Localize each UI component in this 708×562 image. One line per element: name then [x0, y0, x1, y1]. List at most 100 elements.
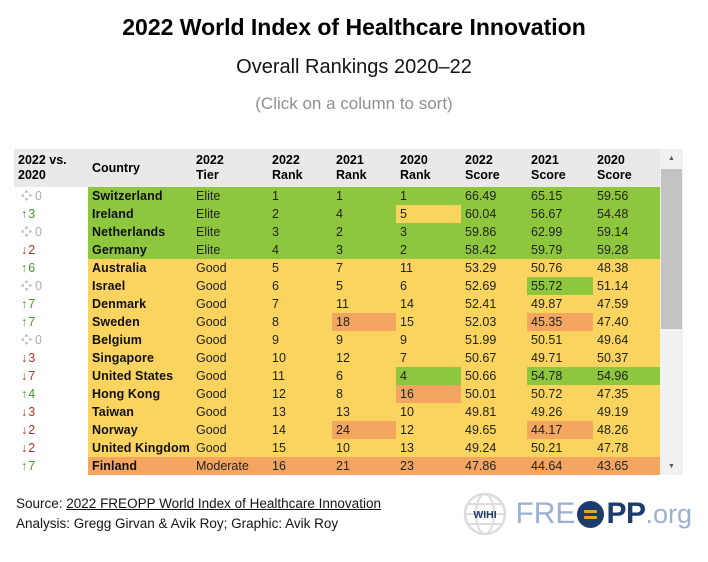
score-2022-cell: 52.41 [461, 295, 527, 313]
score-2021-cell: 44.64 [527, 457, 593, 475]
score-2022-cell: 52.03 [461, 313, 527, 331]
up-arrow-icon: ↑ [21, 261, 28, 275]
rank-2020-cell: 11 [396, 259, 461, 277]
score-2022-cell: 60.04 [461, 205, 527, 223]
rankings-grid: 2022 vs. 2020 Country 2022 Tier 2022 Rank 20… [14, 149, 660, 475]
table-row: 0 Switzerland Elite 1 1 1 66.49 65.15 59.56 [14, 187, 660, 205]
column-header-rank-2021[interactable]: 2021 Rank [332, 149, 396, 187]
column-header-rank-2020[interactable]: 2020 Rank [396, 149, 461, 187]
score-2021-cell: 50.21 [527, 439, 593, 457]
country-cell: United States [88, 367, 192, 385]
score-2022-cell: 47.86 [461, 457, 527, 475]
rank-2022-cell: 7 [268, 295, 332, 313]
tier-cell: Elite [192, 241, 268, 259]
change-indicator: ↓3 [14, 403, 88, 421]
score-2022-cell: 52.69 [461, 277, 527, 295]
change-indicator: ↓2 [14, 241, 88, 259]
table-header-row: 2022 vs. 2020 Country 2022 Tier 2022 Rank 20… [14, 149, 660, 187]
change-indicator: 0 [14, 331, 88, 349]
score-2020-cell: 47.78 [593, 439, 660, 457]
score-2022-cell: 49.24 [461, 439, 527, 457]
country-cell: Switzerland [88, 187, 192, 205]
change-indicator: ↑6 [14, 259, 88, 277]
no-change-icon [21, 334, 32, 345]
rank-2020-cell: 9 [396, 331, 461, 349]
score-2021-cell: 65.15 [527, 187, 593, 205]
score-2022-cell: 53.29 [461, 259, 527, 277]
country-cell: Taiwan [88, 403, 192, 421]
rank-2020-cell: 14 [396, 295, 461, 313]
rank-2022-cell: 11 [268, 367, 332, 385]
rank-2020-cell: 2 [396, 241, 461, 259]
rank-2021-cell: 4 [332, 205, 396, 223]
up-arrow-icon: ↑ [21, 459, 28, 473]
rank-2020-cell: 4 [396, 367, 461, 385]
column-header-score-2021[interactable]: 2021 Score [527, 149, 593, 187]
rank-2021-cell: 12 [332, 349, 396, 367]
source-line: Source: 2022 FREOPP World Index of Healt… [16, 494, 381, 514]
change-indicator: 0 [14, 223, 88, 241]
change-indicator: ↓3 [14, 349, 88, 367]
country-cell: United Kingdom [88, 439, 192, 457]
table-row: ↑7 Sweden Good 8 18 15 52.03 45.35 47.40 [14, 313, 660, 331]
tier-cell: Good [192, 331, 268, 349]
score-2020-cell: 59.56 [593, 187, 660, 205]
no-change-icon [21, 280, 32, 291]
rank-2022-cell: 2 [268, 205, 332, 223]
column-header-rank-2022[interactable]: 2022 Rank [268, 149, 332, 187]
change-indicator: ↑7 [14, 457, 88, 475]
column-header-change[interactable]: 2022 vs. 2020 [14, 149, 88, 187]
tier-cell: Good [192, 439, 268, 457]
country-cell: Germany [88, 241, 192, 259]
credits-block: Source: 2022 FREOPP World Index of Healt… [16, 494, 381, 534]
country-cell: Denmark [88, 295, 192, 313]
table-row: ↓2 Norway Good 14 24 12 49.65 44.17 48.26 [14, 421, 660, 439]
scrollbar-thumb[interactable] [661, 169, 682, 329]
score-2021-cell: 50.76 [527, 259, 593, 277]
table-scrollbar[interactable]: ▲ ▼ [660, 149, 683, 475]
table-row: ↑6 Australia Good 5 7 11 53.29 50.76 48.38 [14, 259, 660, 277]
rankings-table: 2022 vs. 2020 Country 2022 Tier 2022 Rank 20… [14, 149, 683, 475]
rank-2020-cell: 12 [396, 421, 461, 439]
rank-2021-cell: 7 [332, 259, 396, 277]
score-2022-cell: 49.65 [461, 421, 527, 439]
table-row: ↑3 Ireland Elite 2 4 5 60.04 56.67 54.48 [14, 205, 660, 223]
freopp-logo: WIHI FRE PP .org [462, 491, 692, 537]
column-header-tier[interactable]: 2022 Tier [192, 149, 268, 187]
change-indicator: ↓7 [14, 367, 88, 385]
scroll-up-icon[interactable]: ▲ [668, 154, 675, 162]
table-row: ↑7 Finland Moderate 16 21 23 47.86 44.64 43.65 [14, 457, 660, 475]
table-row: ↓7 United States Good 11 6 4 50.66 54.78 54.96 [14, 367, 660, 385]
score-2022-cell: 58.42 [461, 241, 527, 259]
score-2020-cell: 54.96 [593, 367, 660, 385]
score-2021-cell: 49.26 [527, 403, 593, 421]
rank-2022-cell: 3 [268, 223, 332, 241]
score-2021-cell: 54.78 [527, 367, 593, 385]
up-arrow-icon: ↑ [21, 315, 28, 329]
score-2020-cell: 48.38 [593, 259, 660, 277]
table-row: ↓3 Taiwan Good 13 13 10 49.81 49.26 49.19 [14, 403, 660, 421]
change-indicator: ↑7 [14, 313, 88, 331]
rank-2020-cell: 7 [396, 349, 461, 367]
tier-cell: Good [192, 367, 268, 385]
column-header-score-2020[interactable]: 2020 Score [593, 149, 660, 187]
country-cell: Singapore [88, 349, 192, 367]
wihi-logo-text: WIHI [474, 509, 497, 521]
rank-2021-cell: 2 [332, 223, 396, 241]
down-arrow-icon: ↓ [21, 369, 28, 383]
rank-2020-cell: 16 [396, 385, 461, 403]
tier-cell: Good [192, 385, 268, 403]
rank-2022-cell: 15 [268, 439, 332, 457]
country-cell: Norway [88, 421, 192, 439]
source-link[interactable]: 2022 FREOPP World Index of Healthcare In… [66, 496, 381, 511]
score-2022-cell: 66.49 [461, 187, 527, 205]
rank-2022-cell: 8 [268, 313, 332, 331]
score-2020-cell: 48.26 [593, 421, 660, 439]
column-header-score-2022[interactable]: 2022 Score [461, 149, 527, 187]
column-header-country[interactable]: Country [88, 149, 192, 187]
rank-2022-cell: 1 [268, 187, 332, 205]
score-2021-cell: 59.79 [527, 241, 593, 259]
rank-2022-cell: 5 [268, 259, 332, 277]
scroll-down-icon[interactable]: ▼ [668, 462, 675, 470]
tier-cell: Good [192, 295, 268, 313]
